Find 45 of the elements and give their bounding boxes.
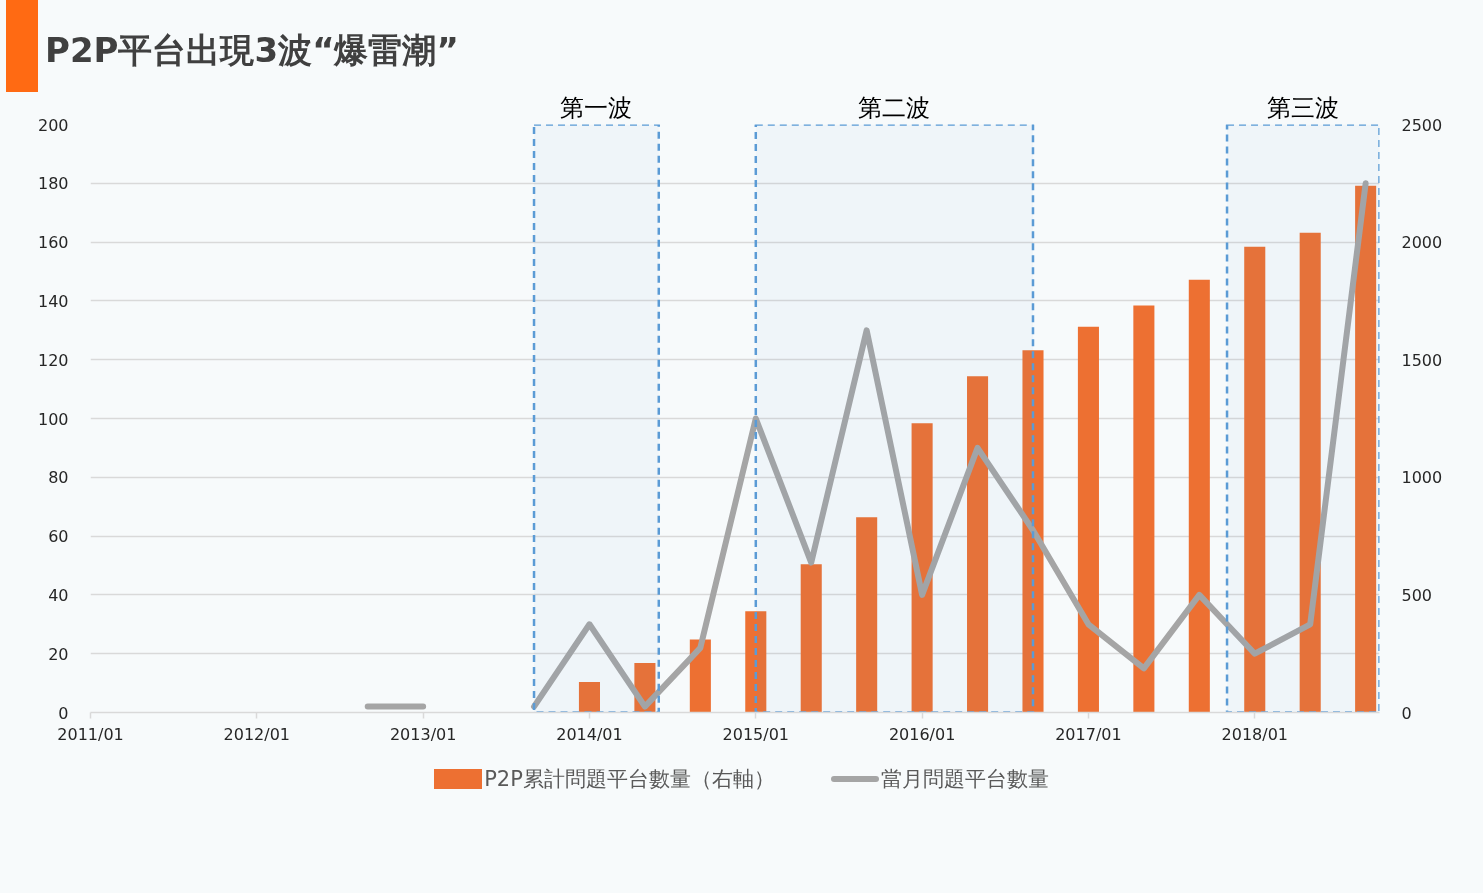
x-tick-label: 2013/01 bbox=[389, 724, 457, 744]
y-tick-label: 60 bbox=[48, 527, 69, 547]
x-tick-label: 2015/01 bbox=[722, 724, 790, 744]
bar bbox=[578, 681, 600, 713]
y2-tick-label: 2500 bbox=[1401, 115, 1443, 135]
y-tick-label: 200 bbox=[37, 115, 69, 135]
bar bbox=[745, 611, 767, 713]
y-tick-label: 180 bbox=[37, 174, 69, 194]
bar bbox=[689, 639, 711, 713]
y-tick-label: 0 bbox=[58, 703, 69, 723]
bar bbox=[911, 423, 933, 713]
bar bbox=[800, 564, 822, 713]
band-label: 第一波 bbox=[560, 93, 633, 122]
bar bbox=[1022, 350, 1044, 713]
x-tick-label: 2012/01 bbox=[223, 724, 291, 744]
y-tick-label: 120 bbox=[37, 350, 69, 370]
bar bbox=[856, 517, 878, 713]
y-tick-label: 160 bbox=[37, 233, 69, 253]
legend-label: P2P累計問題平台數量（右軸） bbox=[484, 766, 775, 793]
band-label: 第三波 bbox=[1267, 93, 1340, 122]
x-tick-label: 2017/01 bbox=[1055, 724, 1122, 744]
band-label: 第二波 bbox=[858, 93, 931, 122]
y2-tick-label: 0 bbox=[1401, 703, 1412, 723]
y-tick-label: 40 bbox=[48, 585, 69, 605]
bar bbox=[1077, 326, 1099, 713]
y-tick-label: 20 bbox=[48, 644, 69, 664]
bar bbox=[1355, 185, 1377, 713]
y2-tick-label: 2000 bbox=[1401, 233, 1443, 253]
y-tick-label: 140 bbox=[37, 291, 69, 311]
y-tick-label: 100 bbox=[37, 409, 69, 429]
y2-tick-label: 1500 bbox=[1401, 350, 1443, 370]
bar bbox=[1244, 246, 1266, 713]
y-tick-label: 80 bbox=[48, 468, 69, 488]
y2-tick-label: 1000 bbox=[1401, 468, 1443, 488]
chart-title: P2P平台出現3波“爆雷潮” bbox=[45, 29, 459, 72]
x-tick-label: 2018/01 bbox=[1221, 724, 1288, 744]
bar bbox=[1133, 305, 1155, 713]
x-tick-label: 2011/01 bbox=[57, 724, 124, 744]
bar bbox=[967, 376, 989, 713]
x-tick-label: 2014/01 bbox=[556, 724, 623, 744]
bar bbox=[1188, 279, 1210, 713]
y2-tick-label: 500 bbox=[1401, 585, 1433, 605]
bar bbox=[1299, 232, 1321, 713]
x-tick-label: 2016/01 bbox=[888, 724, 956, 744]
legend-label: 當月問題平台數量 bbox=[880, 766, 1049, 793]
